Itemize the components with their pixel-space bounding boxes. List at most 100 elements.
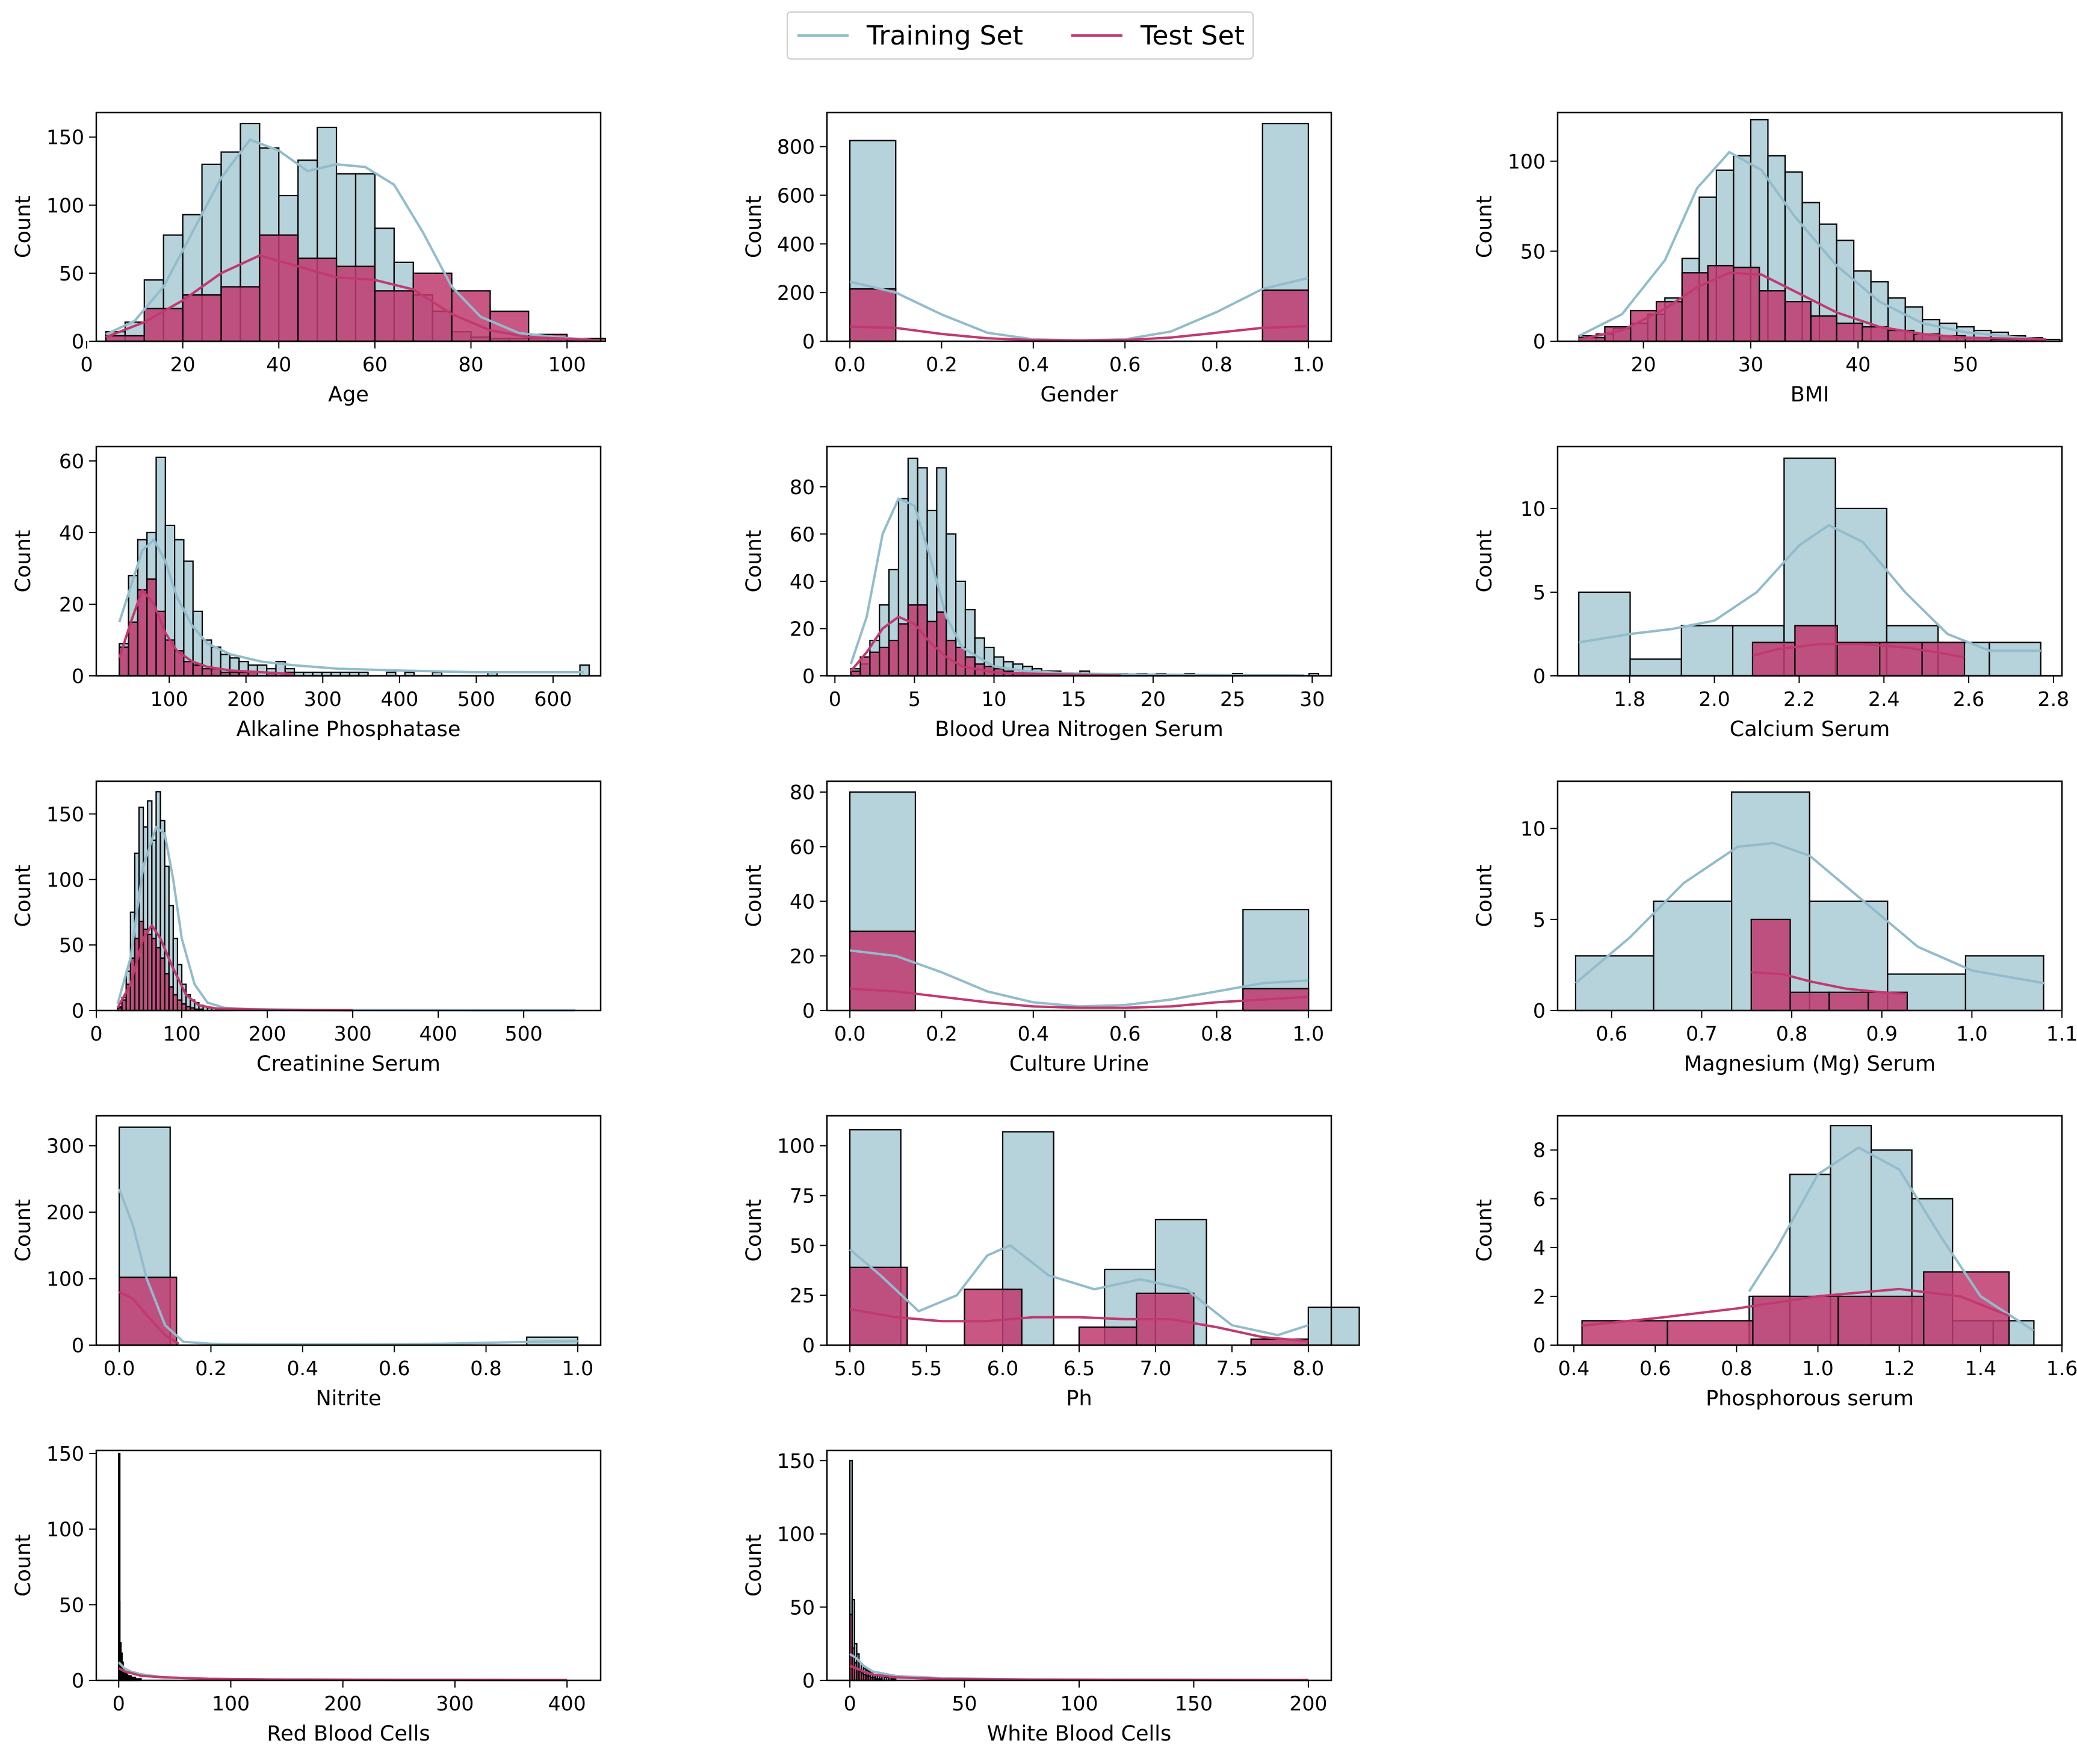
y-tick-label: 800	[777, 135, 815, 159]
x-tick-label: 1.8	[1614, 687, 1645, 711]
legend: Training Set Test Set	[787, 11, 1254, 60]
train-kde-line	[1578, 150, 2046, 341]
y-axis-label: Count	[11, 865, 36, 927]
x-tick-label: 150	[1175, 1692, 1213, 1715]
y-axis-label: Count	[742, 1534, 766, 1597]
test-bar	[869, 651, 881, 677]
y-tick-label: 25	[790, 1284, 815, 1307]
y-axis-label: Count	[742, 865, 766, 927]
x-tick-label: 0.2	[926, 1022, 957, 1045]
axes-frame	[826, 111, 1333, 342]
x-tick-label: 0.0	[104, 1357, 135, 1380]
train-kde-line	[849, 1244, 1309, 1337]
y-axis-label: Count	[11, 1199, 36, 1262]
x-tick-label: 20	[1631, 353, 1656, 376]
test-bar	[182, 294, 222, 342]
y-tick-label: 100	[46, 1267, 84, 1291]
chart-ph: 5.0 5.5 6.0 6.5 7.0 7.5 8.0 0 25 50 75 100 Ph Count	[742, 1115, 1360, 1411]
chart-age: 0 20 40 60 80 100 0 50 100 150 Age Count	[11, 111, 607, 407]
chart-alkaline-phosphatase: 100 200 300 400 500 600 0 20 40 60 Alkaline Phosph…	[11, 445, 602, 741]
x-tick-label: 30	[1738, 353, 1763, 376]
x-axis-label: Creatinine Serum	[256, 1052, 441, 1076]
test-bar	[201, 667, 212, 677]
test-bar	[1794, 625, 1838, 677]
test-bar	[146, 578, 157, 677]
test-bar	[879, 646, 890, 677]
x-axis-label: Nitrite	[316, 1387, 382, 1411]
x-tick-label: 1.0	[562, 1357, 593, 1380]
test-bar	[1921, 642, 1966, 677]
legend-test-label: Test Set	[1140, 20, 1245, 51]
x-tick-label: 1.0	[1956, 1022, 1987, 1045]
chart-bmi: 20 30 40 50 0 50 100 BMI Count	[1473, 111, 2063, 407]
x-axis-label: Blood Urea Nitrogen Serum	[935, 717, 1223, 741]
y-tick-label: 10	[1520, 497, 1546, 521]
y-tick-label: 150	[46, 126, 84, 149]
axes-frame	[95, 1115, 602, 1346]
test-bar	[1868, 991, 1908, 1012]
train-bar	[1629, 658, 1682, 677]
x-tick-label: 200	[227, 687, 265, 711]
x-tick-label: 20	[1141, 687, 1166, 711]
x-tick-label: 0.6	[1109, 353, 1141, 376]
x-tick-label: 1.4	[1965, 1357, 1996, 1380]
y-tick-label: 5	[1533, 581, 1546, 604]
y-tick-label: 50	[59, 933, 84, 957]
x-axis-label: Gender	[1041, 383, 1119, 407]
x-tick-label: 500	[505, 1022, 543, 1045]
x-tick-label: 200	[249, 1022, 286, 1045]
x-tick-label: 40	[266, 353, 291, 376]
x-tick-label: 0.8	[1721, 1357, 1752, 1380]
y-axis-label: Count	[742, 530, 766, 593]
y-tick-label: 100	[46, 194, 84, 217]
test-bar	[1733, 267, 1760, 342]
test-bar	[955, 646, 967, 677]
x-tick-label: 6.0	[987, 1357, 1018, 1380]
y-tick-label: 300	[46, 1134, 84, 1158]
y-tick-label: 20	[790, 617, 815, 640]
test-bar	[897, 623, 909, 677]
y-tick-label: 0	[802, 1669, 815, 1692]
train-kde-line	[1748, 1146, 2034, 1332]
test-bar	[1750, 918, 1791, 1012]
train-bar	[1964, 955, 2044, 1012]
test-bar	[412, 272, 453, 342]
test-bar	[888, 639, 900, 677]
y-tick-label: 0	[72, 330, 84, 353]
x-tick-label: 1.0	[1293, 353, 1324, 376]
test-bar	[1828, 991, 1869, 1012]
test-kde-line	[1751, 971, 1907, 995]
y-tick-label: 0	[72, 999, 84, 1023]
test-kde-line	[850, 324, 1308, 342]
x-tick-label: 10	[982, 687, 1007, 711]
test-bar	[105, 335, 145, 342]
test-bar	[1655, 301, 1683, 342]
x-tick-label: 100	[163, 1022, 201, 1045]
y-tick-label: 0	[1533, 1334, 1546, 1357]
x-tick-label: 200	[324, 1692, 362, 1715]
x-tick-label: 0.6	[1639, 1357, 1671, 1380]
test-kde-line	[118, 1667, 568, 1682]
y-tick-label: 100	[46, 868, 84, 891]
y-tick-label: 4	[1533, 1236, 1546, 1260]
x-tick-label: 200	[1289, 1692, 1327, 1715]
x-tick-label: 2.2	[1783, 687, 1815, 711]
chart-red-blood-cells: 0 100 200 300 400 0 50 100 150 Red Blood Cells Cou…	[11, 1442, 602, 1746]
chart-culture-urine: 0.0 0.2 0.4 0.6 0.8 1.0 0 20 40 60 80 Culture Urine…	[742, 780, 1333, 1076]
y-tick-label: 0	[802, 999, 815, 1023]
test-bar	[849, 1266, 908, 1346]
x-tick-label: 300	[436, 1692, 474, 1715]
x-tick-label: 15	[1061, 687, 1086, 711]
x-tick-label: 0	[113, 1692, 125, 1715]
axes-frame	[95, 111, 602, 342]
x-axis-label: Phosphorous serum	[1706, 1387, 1914, 1411]
x-tick-label: 7.0	[1140, 1357, 1171, 1380]
y-tick-label: 40	[790, 890, 815, 914]
x-tick-label: 0.4	[1018, 1022, 1049, 1045]
x-tick-label: 0	[829, 687, 841, 711]
test-bar	[1707, 265, 1735, 342]
x-tick-label: 500	[457, 687, 495, 711]
test-bar	[1261, 289, 1310, 342]
legend-train-label: Training Set	[866, 20, 1023, 51]
